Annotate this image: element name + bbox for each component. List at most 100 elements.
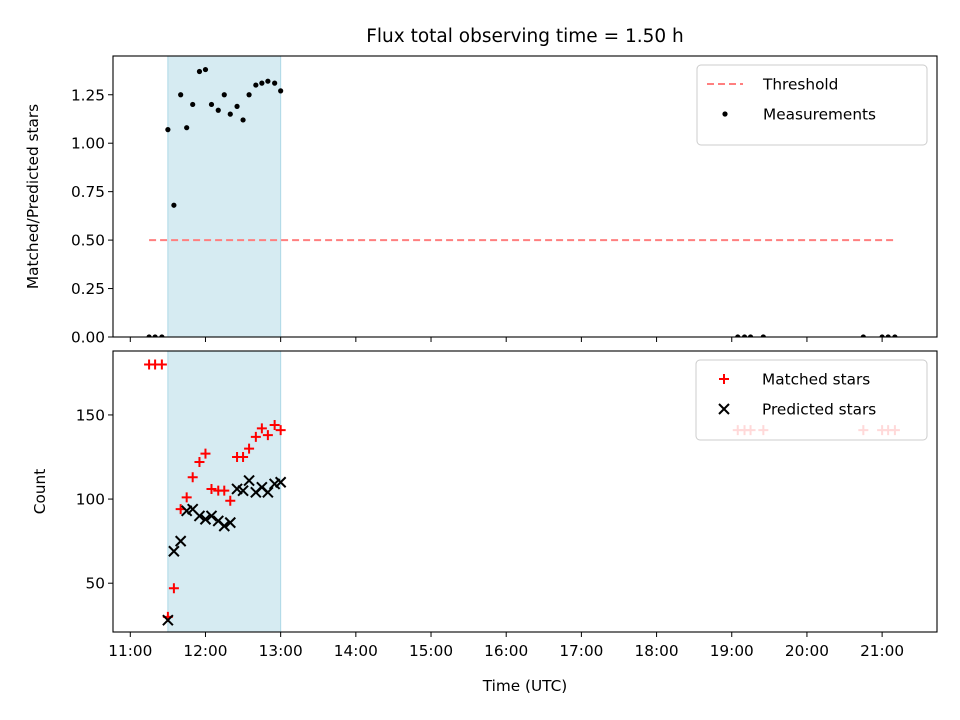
matched-star-marker [238, 452, 249, 463]
predicted-star-marker [168, 545, 180, 557]
legend-label: Threshold [762, 76, 838, 94]
matched-star-marker [168, 583, 179, 594]
counts-legend: Matched stars Predicted stars [695, 359, 928, 441]
measurement-point [159, 334, 165, 337]
measurement-point [860, 334, 866, 337]
legend-label: Predicted stars [762, 401, 876, 419]
measurement-point [760, 334, 766, 337]
measurement-point [146, 334, 152, 337]
legend-label: Measurements [763, 106, 876, 124]
predicted-star-marker [243, 474, 255, 487]
measurement-point [152, 334, 158, 337]
predicted-star-marker [274, 476, 287, 488]
x-tick-label: 19:00 [710, 642, 754, 660]
counts-y-axis-label: Count [31, 469, 49, 514]
matched-star-marker [194, 457, 205, 468]
measurement-point [272, 80, 278, 86]
y-tick-label: 50 [86, 575, 105, 593]
ratio-legend: Threshold Measurements [696, 64, 928, 146]
matched-star-marker [244, 443, 255, 454]
predicted-star-marker [262, 486, 274, 499]
y-tick-label: 1.25 [71, 86, 105, 104]
x-tick-label: 11:00 [108, 642, 152, 660]
measurement-point [178, 92, 184, 98]
ratio-plot-area [146, 56, 898, 337]
ratio-panel: 0.00 0.25 0.50 0.75 1.00 1.25 Matched/Predicte… [24, 55, 938, 347]
measurement-point [246, 92, 252, 98]
measurement-point [184, 125, 190, 131]
legend-box [695, 359, 928, 441]
legend-matched-swatch [719, 374, 729, 384]
x-tick-label: 17:00 [559, 642, 603, 660]
measurement-point [202, 66, 209, 73]
matched-star-marker [156, 359, 167, 370]
matched-star-marker [219, 485, 230, 496]
legend-box [696, 64, 928, 146]
measurement-point [234, 103, 240, 109]
predicted-star-marker [218, 520, 230, 532]
matched-star-marker [200, 448, 211, 459]
predicted-stars-series [162, 474, 287, 626]
predicted-star-marker [174, 535, 187, 547]
counts-axes-frame [112, 350, 938, 633]
count-panel: 50 100 150 11:00 12:00 13:00 14:00 15:00 16:00 17… [31, 350, 938, 660]
x-tick-label: 16:00 [484, 642, 528, 660]
measurement-point [227, 111, 233, 117]
legend-predicted-swatch [718, 403, 730, 415]
measurement-point [196, 68, 203, 75]
x-tick-label: 13:00 [259, 642, 303, 660]
measurement-point [278, 88, 284, 94]
y-tick-label: 0.00 [71, 329, 105, 347]
x-tick-label: 15:00 [409, 642, 453, 660]
matched-star-marker [250, 431, 261, 442]
ratio-y-axis-label: Matched/Predicted stars [24, 104, 42, 289]
ratio-axes-frame [112, 55, 938, 338]
predicted-star-marker [199, 513, 212, 525]
y-tick-label: 0.25 [71, 280, 105, 298]
legend-label: Matched stars [762, 371, 870, 389]
x-axis-label: Time (UTC) [482, 677, 568, 695]
y-tick-label: 1.00 [71, 135, 105, 153]
observing-interval-shade [167, 56, 282, 337]
measurement-point [208, 101, 215, 108]
matched-star-marker [225, 495, 236, 506]
matched-star-marker [206, 483, 217, 494]
measurements-series [146, 66, 898, 337]
chart-title: Flux total observing time = 1.50 h [366, 26, 684, 47]
measurement-point [879, 334, 885, 337]
measurement-point [265, 78, 271, 84]
measurement-point [735, 334, 741, 337]
predicted-star-marker [224, 516, 236, 529]
x-tick-label: 12:00 [183, 642, 227, 660]
measurement-point [747, 334, 754, 337]
measurement-point [171, 202, 177, 208]
measurement-point [892, 334, 898, 337]
measurement-point [741, 334, 748, 337]
predicted-star-marker [205, 510, 218, 522]
legend-measurement-swatch [722, 111, 728, 117]
measurement-point [253, 82, 259, 88]
measurement-point [221, 92, 227, 98]
y-tick-label: 100 [76, 491, 105, 509]
measurement-point [190, 101, 196, 108]
measurement-point [259, 80, 265, 86]
measurement-point [165, 127, 171, 133]
predicted-star-marker [193, 510, 206, 522]
measurement-point [885, 334, 891, 337]
x-tick-label: 20:00 [785, 642, 829, 660]
x-tick-label: 14:00 [334, 642, 378, 660]
matched-star-marker [181, 492, 192, 503]
measurement-point [215, 107, 221, 113]
y-tick-label: 0.50 [71, 232, 105, 250]
predicted-star-marker [162, 614, 174, 626]
matched-star-marker [275, 425, 286, 436]
measurement-point [240, 117, 246, 123]
matched-star-marker [262, 430, 273, 441]
matched-star-marker [269, 420, 280, 431]
y-tick-label: 0.75 [71, 183, 105, 201]
x-tick-label: 21:00 [860, 642, 904, 660]
x-tick-label: 18:00 [635, 642, 679, 660]
matched-star-marker [256, 423, 267, 434]
y-tick-label: 150 [76, 406, 105, 424]
